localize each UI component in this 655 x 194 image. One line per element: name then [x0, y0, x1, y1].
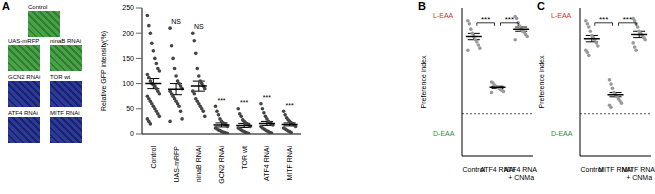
- svg-text:250: 250: [122, 4, 134, 11]
- svg-text:***: ***: [263, 94, 271, 101]
- html-text:Control: Control: [28, 4, 48, 10]
- html-text:L-EAA: L-EAA: [433, 12, 454, 19]
- svg-text:Preference index: Preference index: [538, 55, 545, 108]
- svg-text:Relative GFP intensity(%): Relative GFP intensity(%): [100, 31, 108, 111]
- html-text:D-EAA: D-EAA: [433, 130, 455, 137]
- svg-text:MITF RNAi: MITF RNAi: [286, 146, 293, 181]
- svg-text:MITF RNAi+ CNMa: MITF RNAi+ CNMa: [622, 166, 647, 181]
- html-text:ATF4 RNAi: ATF4 RNAi: [8, 110, 38, 116]
- svg-text:GCN2 RNAi: GCN2 RNAi: [218, 146, 225, 184]
- html-text:L-EAA: L-EAA: [551, 12, 572, 19]
- svg-text:***: ***: [481, 15, 490, 24]
- svg-text:ninaB RNAi: ninaB RNAi: [195, 146, 202, 183]
- html-text:UAS-mRFP: UAS-mRFP: [8, 38, 40, 44]
- svg-text:***: ***: [599, 15, 608, 24]
- svg-text:Preference index: Preference index: [420, 55, 427, 108]
- svg-text:ATF4 RNAi+ CNMa: ATF4 RNAi+ CNMa: [504, 166, 537, 181]
- html-text:TOR wt: TOR wt: [50, 74, 71, 80]
- svg-text:150: 150: [122, 55, 134, 62]
- svg-text:***: ***: [286, 102, 294, 109]
- svg-text:NS: NS: [171, 18, 181, 25]
- html-text:C: C: [537, 0, 545, 12]
- svg-text:***: ***: [217, 97, 225, 104]
- svg-text:Control: Control: [580, 166, 604, 173]
- svg-text:***: ***: [505, 15, 514, 24]
- html-text:B: B: [418, 0, 426, 12]
- svg-text:UAS-mRFP: UAS-mRFP: [173, 146, 180, 183]
- svg-text:***: ***: [240, 99, 248, 106]
- html-text:MITF RNAi: MITF RNAi: [50, 110, 80, 116]
- html-text:D-EAA: D-EAA: [551, 130, 573, 137]
- svg-text:ATF4 RNAi: ATF4 RNAi: [263, 146, 270, 181]
- svg-text:NS: NS: [194, 23, 204, 30]
- html-text:GCN2 RNAi: GCN2 RNAi: [8, 74, 41, 80]
- svg-text:100: 100: [122, 80, 134, 87]
- svg-text:50: 50: [126, 105, 134, 112]
- svg-text:Control: Control: [462, 166, 486, 173]
- html-text:A: A: [2, 0, 10, 12]
- svg-text:TOR wt: TOR wt: [241, 146, 248, 170]
- svg-text:***: ***: [623, 15, 632, 24]
- svg-text:200: 200: [122, 30, 134, 37]
- svg-text:0: 0: [130, 130, 134, 137]
- svg-text:Control: Control: [150, 146, 157, 169]
- html-text:ninaB RNAi: ninaB RNAi: [50, 38, 81, 44]
